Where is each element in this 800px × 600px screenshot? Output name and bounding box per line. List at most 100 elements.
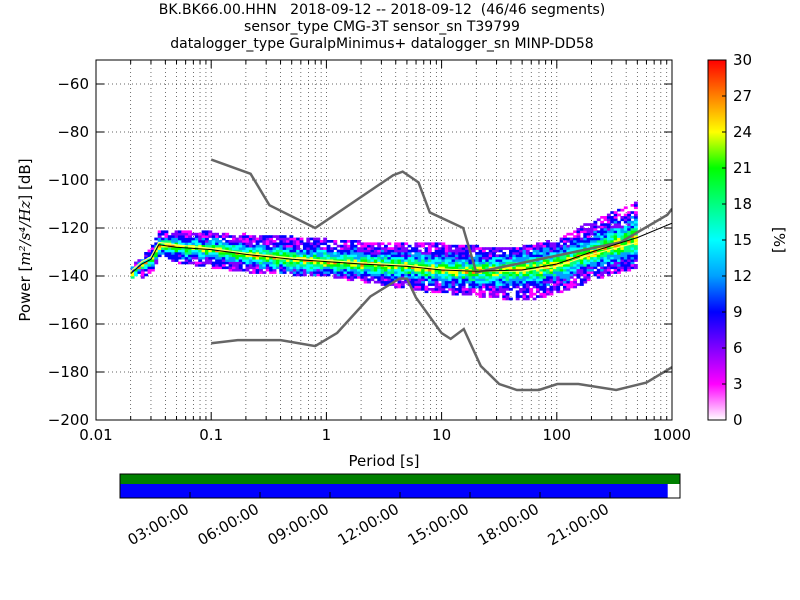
psd-cell — [265, 252, 270, 255]
psd-cell — [427, 271, 432, 274]
psd-cell — [596, 237, 601, 241]
psd-cell — [309, 256, 314, 260]
psd-cell — [377, 266, 382, 270]
psd-cell — [451, 288, 456, 291]
psd-cell — [367, 242, 371, 246]
psd-cell — [414, 278, 419, 282]
psd-cell — [279, 237, 284, 241]
psd-cell — [370, 273, 375, 277]
psd-cell — [215, 235, 219, 238]
psd-cell — [313, 271, 317, 274]
psd-cell — [475, 283, 480, 286]
psd-cell — [353, 254, 358, 258]
psd-cell — [505, 280, 510, 284]
psd-cell — [211, 254, 216, 258]
psd-cell — [542, 285, 547, 289]
psd-cell — [228, 235, 233, 238]
psd-cell — [174, 249, 179, 253]
psd-cell — [323, 273, 328, 277]
psd-cell — [454, 290, 459, 294]
psd-cell — [617, 235, 621, 238]
psd-cell — [319, 247, 324, 250]
psd-cell — [613, 240, 618, 243]
psd-cell — [458, 290, 463, 294]
psd-cell — [620, 256, 625, 260]
psd-cell — [444, 249, 449, 253]
psd-cell — [427, 273, 432, 277]
psd-cell — [245, 266, 250, 270]
psd-cell — [583, 254, 588, 258]
psd-cell — [542, 242, 547, 246]
psd-cell — [579, 247, 584, 250]
psd-cell — [556, 268, 561, 272]
psd-cell — [465, 273, 469, 277]
psd-cell — [292, 259, 297, 262]
psd-cell — [140, 271, 145, 274]
psd-cell — [377, 244, 382, 248]
psd-cell — [630, 240, 635, 243]
psd-cell — [336, 276, 341, 279]
psd-cell — [211, 235, 216, 238]
psd-cell — [495, 271, 500, 274]
psd-cell — [380, 273, 385, 277]
psd-cell — [221, 244, 226, 248]
psd-cell — [282, 237, 287, 241]
psd-cell — [461, 259, 466, 262]
psd-cell — [373, 261, 378, 265]
psd-cell — [603, 218, 608, 222]
psd-cell — [512, 271, 517, 274]
psd-cell — [404, 268, 409, 272]
psd-cell — [627, 244, 632, 248]
psd-cell — [468, 276, 473, 279]
psd-cell — [542, 278, 547, 282]
psd-cell — [552, 242, 557, 246]
psd-cell — [272, 244, 277, 248]
psd-cell — [181, 249, 186, 253]
psd-cell — [563, 288, 567, 291]
psd-cell — [613, 268, 618, 272]
psd-cell — [238, 256, 243, 260]
psd-cell — [161, 232, 165, 236]
psd-cell — [458, 276, 463, 279]
psd-cell — [438, 254, 442, 258]
psd-cell — [603, 240, 608, 243]
psd-cell — [465, 276, 469, 279]
psd-cell — [552, 252, 557, 255]
psd-cell — [613, 228, 618, 231]
psd-cell — [400, 261, 405, 265]
psd-cell — [617, 249, 621, 253]
psd-cell — [204, 259, 209, 262]
psd-cell — [248, 264, 253, 267]
psd-cell — [221, 242, 226, 246]
psd-cell — [262, 261, 267, 265]
psd-cell — [613, 271, 618, 274]
psd-cell — [596, 242, 601, 246]
time-axis-ticks: 03:00:00 06:00:00 09:00:00 12:00:00 15:00:00… — [125, 492, 612, 549]
psd-cell — [397, 273, 402, 277]
psd-cell — [502, 295, 507, 298]
psd-cell — [363, 254, 368, 258]
psd-cell — [380, 266, 385, 270]
psd-cell — [329, 266, 334, 270]
psd-cell — [363, 280, 368, 284]
psd-cell — [414, 271, 419, 274]
psd-cell — [620, 252, 625, 255]
psd-cell — [623, 254, 628, 258]
psd-cell — [444, 256, 449, 260]
psd-cell — [137, 271, 142, 274]
psd-cell — [384, 249, 388, 253]
psd-cell — [313, 261, 317, 265]
psd-cell — [441, 280, 446, 284]
psd-cell — [377, 252, 382, 255]
psd-cell — [373, 252, 378, 255]
psd-cell — [549, 290, 554, 294]
psd-cell — [326, 254, 331, 258]
psd-cell — [569, 247, 574, 250]
psd-cell — [525, 273, 530, 277]
psd-cell — [563, 278, 567, 282]
psd-cell — [492, 290, 496, 294]
psd-cell — [498, 288, 503, 291]
psd-cell — [549, 242, 554, 246]
psd-cell — [194, 254, 199, 258]
psd-cell — [394, 261, 399, 265]
